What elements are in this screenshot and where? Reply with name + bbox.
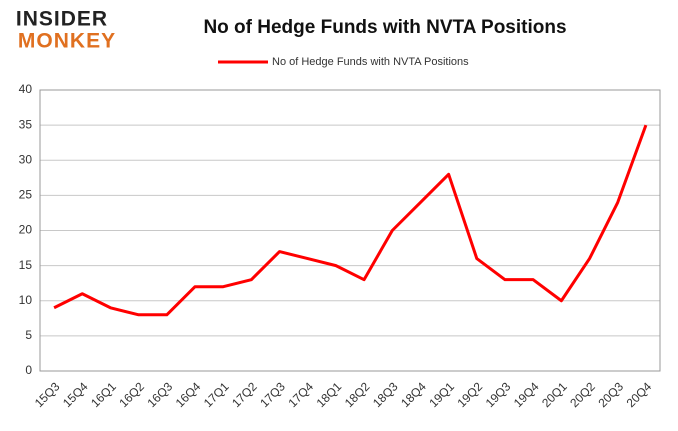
- logo-bottom: MONKEY: [18, 30, 116, 53]
- y-tick-label: 25: [19, 188, 33, 202]
- plot-frame: [39, 89, 661, 372]
- y-tick-label: 35: [19, 117, 33, 131]
- y-tick-label: 20: [19, 223, 33, 237]
- chart-title: No of Hedge Funds with NVTA Positions: [203, 17, 566, 38]
- y-tick-label: 0: [25, 363, 32, 377]
- y-tick-label: 40: [19, 82, 33, 96]
- series-line: [53, 124, 648, 317]
- y-tick-label: 5: [25, 328, 32, 342]
- y-tick-label: 30: [19, 152, 33, 166]
- y-tick-label: 15: [19, 258, 33, 272]
- y-tick-label: 10: [19, 293, 33, 307]
- legend-label: No of Hedge Funds with NVTA Positions: [272, 56, 469, 68]
- logo-top: INSIDER: [16, 8, 108, 31]
